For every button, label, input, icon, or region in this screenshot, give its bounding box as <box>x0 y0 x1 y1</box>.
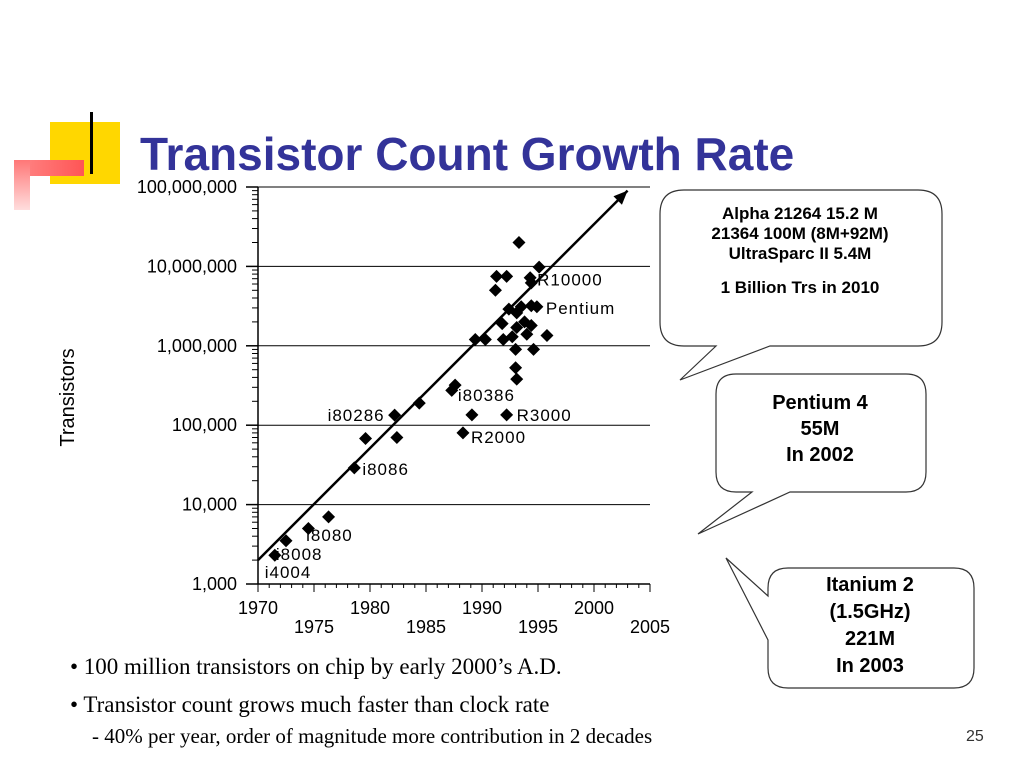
callout-pentium4-bubble <box>697 373 927 535</box>
y-tick-label: 100,000,000 <box>137 177 237 197</box>
data-point <box>509 361 523 375</box>
deco-red-bar <box>14 160 84 176</box>
callout-alpha-line: 21364 100M (8M+92M) <box>711 224 889 243</box>
data-point <box>478 333 492 347</box>
data-point <box>524 276 538 290</box>
axis-layer: 1,000 10,000 100,000 1,000,000 10,000,000 100… <box>57 177 670 637</box>
callout-alpha-line: 1 Billion Trs in 2010 <box>720 278 880 297</box>
x-tick-label: 1985 <box>406 617 446 637</box>
deco-vertical-line <box>90 112 93 174</box>
x-tick-label: 1980 <box>350 598 390 618</box>
data-point <box>527 342 541 356</box>
y-tick-label: 10,000 <box>182 495 237 515</box>
data-point <box>505 330 519 344</box>
trend-layer <box>257 189 629 561</box>
point-label: i80286 <box>328 406 385 425</box>
page-number: 25 <box>966 728 984 745</box>
data-point <box>540 328 554 342</box>
callout-itanium2: Itanium 2 (1.5GHz) 221M In 2003 <box>770 572 970 680</box>
data-point <box>488 283 502 297</box>
bullet-item: • 100 million transistors on chip by ear… <box>70 654 562 679</box>
data-point <box>524 319 538 333</box>
y-axis-label: Transistors <box>57 348 79 446</box>
callout-alpha-line <box>670 264 930 278</box>
point-label: i80386 <box>458 386 515 405</box>
data-point <box>468 333 482 347</box>
callout-pentium4-line: Pentium 4 <box>772 392 868 414</box>
point-label: i8080 <box>306 526 353 545</box>
callout-itanium2-bubble <box>725 557 975 689</box>
bullet-list: • 100 million transistors on chip by ear… <box>70 648 870 748</box>
trend-arrowhead <box>613 190 628 205</box>
point-label: i8008 <box>276 545 323 564</box>
y-tick-label: 10,000,000 <box>147 256 237 276</box>
x-tick-label: 2005 <box>630 617 670 637</box>
data-point <box>322 510 336 524</box>
data-point <box>512 235 526 249</box>
callout-alpha-line: UltraSparc II 5.4M <box>728 244 872 263</box>
callout-alpha-line: Alpha 21264 15.2 M <box>722 204 878 223</box>
callout-itanium2-line: 221M <box>844 628 896 650</box>
y-tick-label: 1,000,000 <box>157 336 237 356</box>
data-point <box>388 408 402 422</box>
point-label: R10000 <box>537 271 603 290</box>
data-point <box>510 321 524 335</box>
callout-alpha: Alpha 21264 15.2 M 21364 100M (8M+92M) U… <box>670 204 930 298</box>
data-point <box>456 426 470 440</box>
x-tick-label: 1970 <box>238 598 278 618</box>
data-point <box>532 260 546 274</box>
deco-red-stem <box>14 160 30 210</box>
callout-itanium2-line: In 2003 <box>836 655 904 677</box>
data-point <box>268 548 282 562</box>
data-point <box>530 300 544 314</box>
data-point <box>412 396 426 410</box>
bullet-item: • Transistor count grows much faster tha… <box>70 692 550 717</box>
data-point <box>509 342 523 356</box>
point-label: i4004 <box>265 563 312 582</box>
data-point <box>301 522 315 536</box>
point-label: Pentium <box>546 299 615 318</box>
callout-layer <box>659 189 975 689</box>
trend-line <box>257 189 629 561</box>
data-point <box>465 408 479 422</box>
point-label: R2000 <box>471 428 526 447</box>
data-point <box>500 269 514 283</box>
point-layer <box>268 235 554 562</box>
data-point <box>390 430 404 444</box>
data-point <box>510 372 524 386</box>
slide-title: Transistor Count Growth Rate <box>140 128 795 180</box>
callout-pentium4: Pentium 4 55M In 2002 <box>720 390 920 468</box>
data-point <box>359 431 373 445</box>
x-tick-label: 1975 <box>294 617 334 637</box>
point-label: R3000 <box>517 406 572 425</box>
data-point <box>490 269 504 283</box>
data-point <box>279 534 293 548</box>
y-tick-label: 1,000 <box>192 574 237 594</box>
x-tick-label: 1995 <box>518 617 558 637</box>
point-label: i8086 <box>362 460 409 479</box>
data-point <box>514 300 528 314</box>
data-point <box>500 408 514 422</box>
callout-alpha-bubble <box>659 189 943 381</box>
y-tick-label: 100,000 <box>172 415 237 435</box>
data-point <box>495 317 509 331</box>
callout-pentium4-line: 55M <box>800 418 840 440</box>
grid-layer <box>258 186 650 506</box>
data-point <box>520 327 534 341</box>
callout-itanium2-line: (1.5GHz) <box>829 601 911 623</box>
data-point <box>347 461 361 475</box>
corner-decoration <box>0 100 140 210</box>
callout-itanium2-line: Itanium 2 <box>826 574 914 596</box>
x-tick-label: 2000 <box>574 598 614 618</box>
callout-pentium4-line: In 2002 <box>786 444 854 466</box>
x-tick-label: 1990 <box>462 598 502 618</box>
sub-bullet-item: - 40% per year, order of magnitude more … <box>92 724 653 748</box>
data-point <box>448 378 462 392</box>
